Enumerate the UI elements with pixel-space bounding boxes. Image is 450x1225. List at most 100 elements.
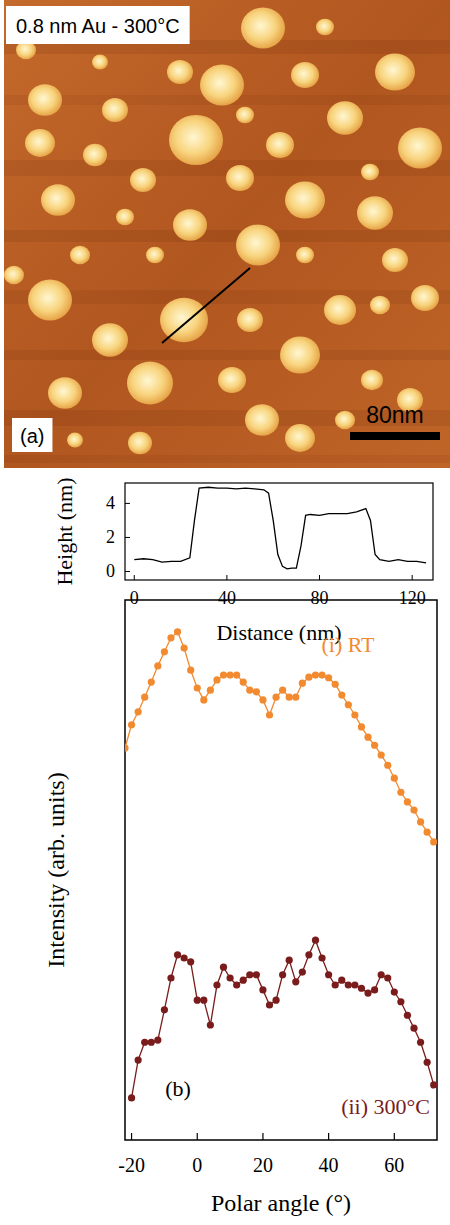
afm-island [236, 225, 280, 266]
y-tick [125, 537, 130, 538]
x-tick-label: 40 [319, 1154, 339, 1176]
afm-island [92, 55, 108, 70]
data-point [358, 985, 365, 992]
data-point [410, 806, 417, 813]
afm-island [146, 247, 164, 264]
afm-island [25, 129, 55, 157]
data-point [305, 951, 312, 958]
afm-island [285, 424, 315, 452]
x-tick-label: 0 [192, 1154, 202, 1176]
data-point [430, 838, 437, 845]
data-point [378, 751, 385, 758]
x-tick [197, 1133, 198, 1140]
x-tick-label: 120 [399, 588, 426, 608]
afm-island [28, 280, 72, 321]
data-point [141, 694, 148, 701]
afm-island [28, 84, 62, 116]
data-point [194, 684, 201, 691]
data-point [338, 691, 345, 698]
plot-frame [125, 600, 437, 1140]
data-point [404, 798, 411, 805]
data-point [200, 696, 207, 703]
y-tick-label: 4 [106, 493, 115, 513]
data-point [312, 937, 319, 944]
data-point [364, 734, 371, 741]
afm-island [127, 362, 173, 405]
afm-island [169, 115, 223, 165]
afm-island [291, 62, 319, 88]
x-tick-label: -20 [118, 1154, 145, 1176]
afm-island [285, 181, 325, 218]
afm-island [375, 53, 415, 90]
y-axis-title: Height (nm) [52, 477, 77, 585]
afm-island [237, 308, 263, 332]
afm-island [160, 298, 208, 343]
data-point [194, 997, 201, 1004]
data-point [351, 981, 358, 988]
x-tick-label: 0 [130, 588, 139, 608]
data-point [246, 687, 253, 694]
data-point [397, 998, 404, 1005]
data-point [424, 829, 431, 836]
y-tick [125, 503, 130, 504]
afm-island [116, 209, 134, 226]
data-marks [125, 628, 437, 1101]
data-point [378, 971, 385, 978]
afm-image: 0.8 nm Au - 300°C(a)80nm [4, 0, 450, 468]
x-tick [412, 575, 413, 580]
x-tick-label: 20 [253, 1154, 273, 1176]
data-point [141, 1039, 148, 1046]
afm-island [128, 432, 152, 454]
data-point [318, 671, 325, 678]
data-point [391, 988, 398, 995]
data-point [220, 964, 227, 971]
data-point [125, 744, 129, 751]
afm-island [92, 323, 128, 356]
x-tick-label: 40 [218, 588, 236, 608]
data-point [187, 667, 194, 674]
data-point [233, 981, 240, 988]
profile-line [134, 487, 426, 569]
afm-island [48, 377, 82, 409]
data-point [181, 644, 188, 651]
data-point [259, 986, 266, 993]
afm-island [200, 65, 244, 106]
data-point [128, 721, 135, 728]
afm-streak [4, 455, 450, 463]
series-label: (i) RT [321, 632, 375, 657]
data-point [266, 1001, 273, 1008]
data-point [154, 1037, 161, 1044]
afm-island [236, 107, 254, 124]
data-point [299, 680, 306, 687]
data-point [325, 674, 332, 681]
data-point [430, 1081, 437, 1088]
image-label: 0.8 nm Au - 300°C [16, 15, 180, 37]
data-point [253, 688, 260, 695]
afm-island [361, 370, 383, 390]
afm-island [280, 336, 320, 373]
data-point [358, 723, 365, 730]
data-point [272, 997, 279, 1004]
x-axis-title: Polar angle (°) [211, 1190, 351, 1216]
data-point [286, 957, 293, 964]
data-point [410, 1025, 417, 1032]
afm-island [4, 266, 24, 285]
x-tick [328, 1133, 329, 1140]
data-point [181, 954, 188, 961]
data-point [135, 708, 142, 715]
height-profile: 04080120024Distance (nm)Height (nm) [52, 477, 433, 645]
data-point [266, 711, 273, 718]
data-point [286, 694, 293, 701]
data-point [371, 986, 378, 993]
afm-island [102, 98, 128, 122]
data-point [332, 981, 339, 988]
panel-box [12, 418, 52, 452]
afm-island [83, 144, 107, 166]
data-point [259, 696, 266, 703]
data-point [312, 671, 319, 678]
data-point [253, 971, 260, 978]
afm-island [41, 184, 75, 216]
data-point [371, 742, 378, 749]
afm-island [67, 433, 83, 448]
data-point [161, 1006, 168, 1013]
